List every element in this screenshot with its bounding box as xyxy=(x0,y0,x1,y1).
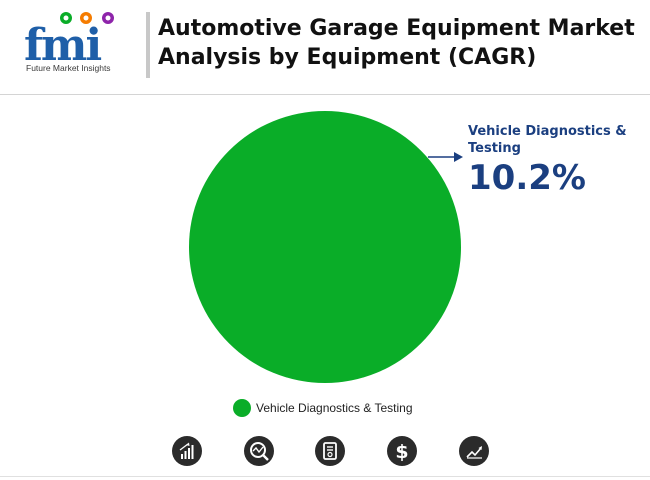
dollar-icon[interactable]: $ xyxy=(387,436,417,466)
legend-label: Vehicle Diagnostics & Testing xyxy=(256,401,413,415)
legend: Vehicle Diagnostics & Testing xyxy=(233,398,413,418)
footer-icons: $ xyxy=(0,436,650,470)
callout-arrow xyxy=(428,152,463,162)
footer-rule xyxy=(0,476,650,477)
callout-label: Vehicle Diagnostics & Testing xyxy=(468,124,627,156)
legend-swatch xyxy=(233,399,251,417)
svg-text:$: $ xyxy=(395,441,408,463)
pie-slice-vehicle-diagnostics-testing xyxy=(189,111,461,383)
callout-value: 10.2% xyxy=(468,158,586,198)
fmi-logo: fmi xyxy=(24,12,114,71)
page-title: Automotive Garage Equipment Market Analy… xyxy=(158,16,635,70)
header: fmi Future Market Insights Automotive Ga… xyxy=(0,0,650,94)
pie-chart xyxy=(189,111,463,383)
logo-text: Future Market Insights xyxy=(26,63,111,73)
trend-line-icon[interactable] xyxy=(459,436,489,466)
bar-chart-icon[interactable] xyxy=(172,436,202,466)
magnify-chart-icon[interactable] xyxy=(244,436,274,466)
title-divider xyxy=(146,12,150,78)
report-icon[interactable] xyxy=(315,436,345,466)
logo-mark: fmi xyxy=(24,20,101,71)
header-rule xyxy=(0,94,650,95)
